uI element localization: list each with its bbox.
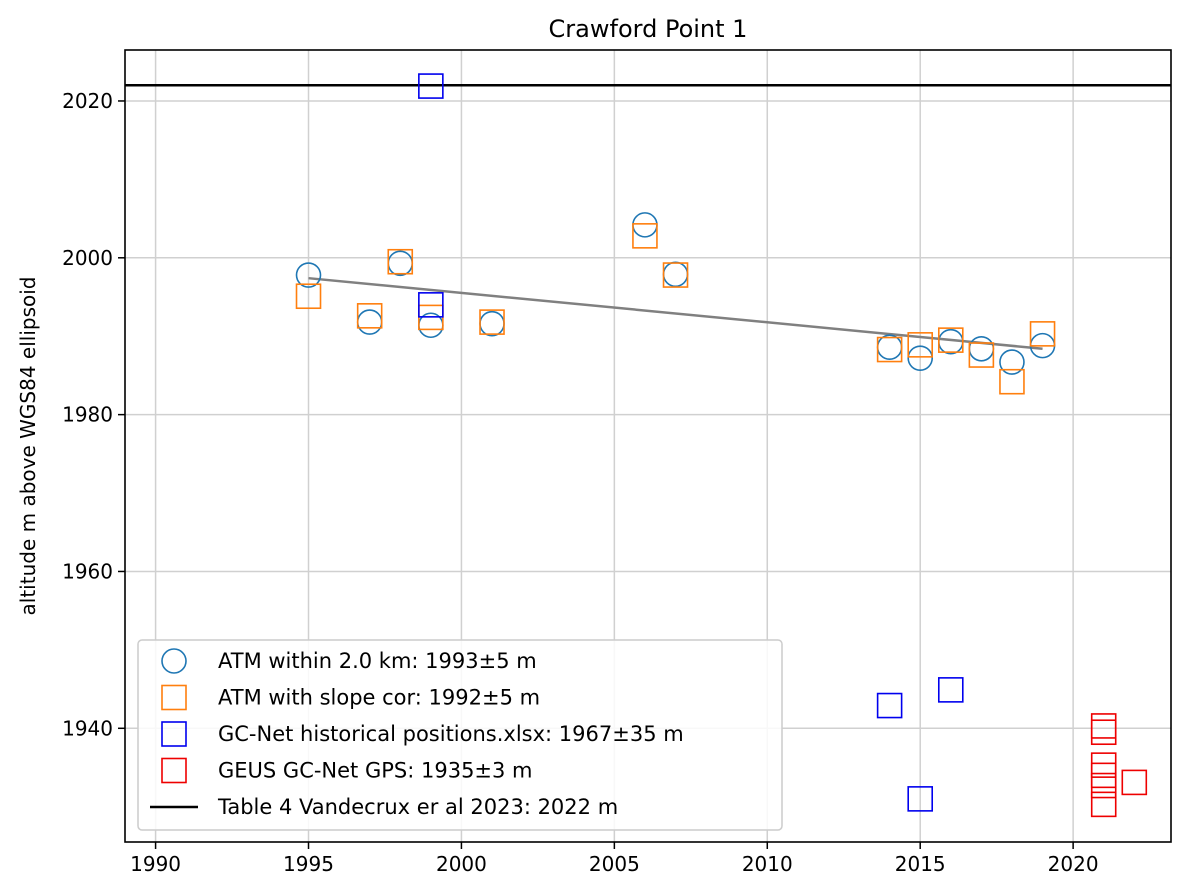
y-axis-label: altitude m above WGS84 ellipsoid — [16, 277, 40, 616]
series-2 — [295, 223, 1056, 395]
data-point — [999, 368, 1025, 395]
data-point — [1090, 762, 1117, 789]
data-point — [876, 334, 903, 360]
data-point — [876, 692, 903, 719]
x-axis: 1990 1995 2000 2005 2010 2015 2020 — [130, 842, 1099, 876]
legend-marker — [161, 721, 187, 747]
x-tick-label: 1995 — [283, 852, 334, 876]
data-point — [1090, 772, 1117, 799]
y-tick-label: 2020 — [62, 89, 113, 113]
data-point — [632, 212, 658, 238]
y-tick-label: 2000 — [62, 246, 113, 270]
data-point — [968, 342, 995, 368]
plot-frame — [124, 49, 1172, 843]
data-point — [632, 223, 658, 249]
legend-label: GEUS GC-Net GPS: 1935±3 m — [218, 759, 533, 783]
legend-marker — [161, 757, 187, 784]
data-point — [907, 332, 934, 358]
x-tick-label: 2010 — [742, 852, 793, 876]
trend-line — [308, 276, 1043, 351]
data-point — [907, 345, 934, 371]
series-1 — [295, 212, 1056, 375]
legend-box — [137, 639, 783, 831]
x-tick-label: 2005 — [589, 852, 640, 876]
x-tick-label: 1990 — [130, 852, 181, 876]
data-point — [1029, 321, 1056, 347]
y-tick-label: 1960 — [62, 559, 113, 583]
data-point — [479, 310, 505, 337]
data-point — [1090, 791, 1117, 818]
x-tick-label: 2020 — [1048, 852, 1099, 876]
plot-area — [125, 73, 1171, 818]
legend-label: ATM with slope cor: 1992±5 m — [218, 686, 540, 710]
y-axis: 1940 1960 1980 2000 2020 — [62, 89, 125, 740]
data-point — [418, 73, 444, 99]
data-point — [1090, 719, 1117, 746]
x-tick-label: 2000 — [436, 852, 487, 876]
data-point — [662, 262, 689, 288]
data-point — [387, 248, 414, 275]
data-point — [1090, 713, 1117, 739]
grid-lines — [125, 50, 1171, 842]
y-tick-label: 1940 — [62, 716, 113, 740]
series-3 — [418, 73, 964, 812]
data-point — [387, 250, 414, 277]
data-point — [999, 349, 1025, 375]
legend-label: GC-Net historical positions.xlsx: 1967±3… — [218, 722, 684, 746]
data-point — [876, 336, 903, 363]
data-point — [662, 261, 689, 288]
data-point — [907, 786, 934, 812]
data-point — [937, 327, 964, 353]
data-point — [295, 283, 322, 310]
legend-item: GC-Net historical positions.xlsx: 1967±3… — [161, 721, 684, 747]
data-point — [356, 309, 383, 335]
data-point — [1121, 769, 1148, 796]
chart-title: Crawford Point 1 — [549, 15, 748, 43]
legend-item: ATM with slope cor: 1992±5 m — [161, 684, 540, 711]
legend-item: Table 4 Vandecrux er al 2023: 2022 m — [150, 795, 618, 819]
data-point — [479, 309, 505, 335]
x-tick-label: 2015 — [895, 852, 946, 876]
data-point — [356, 303, 383, 329]
data-point — [295, 262, 322, 288]
data-point — [418, 292, 444, 318]
legend-label: ATM within 2.0 km: 1993±5 m — [218, 649, 537, 673]
data-point — [968, 335, 995, 362]
legend-label: Table 4 Vandecrux er al 2023: 2022 m — [217, 795, 618, 819]
legend-item: ATM within 2.0 km: 1993±5 m — [161, 648, 537, 674]
legend: ATM within 2.0 km: 1993±5 m ATM with slop… — [137, 639, 783, 831]
legend-marker — [161, 684, 187, 711]
y-tick-label: 1980 — [62, 403, 113, 427]
data-point — [937, 677, 964, 703]
legend-item: GEUS GC-Net GPS: 1935±3 m — [161, 757, 533, 784]
legend-marker — [161, 648, 187, 674]
series-4 — [1090, 713, 1148, 818]
